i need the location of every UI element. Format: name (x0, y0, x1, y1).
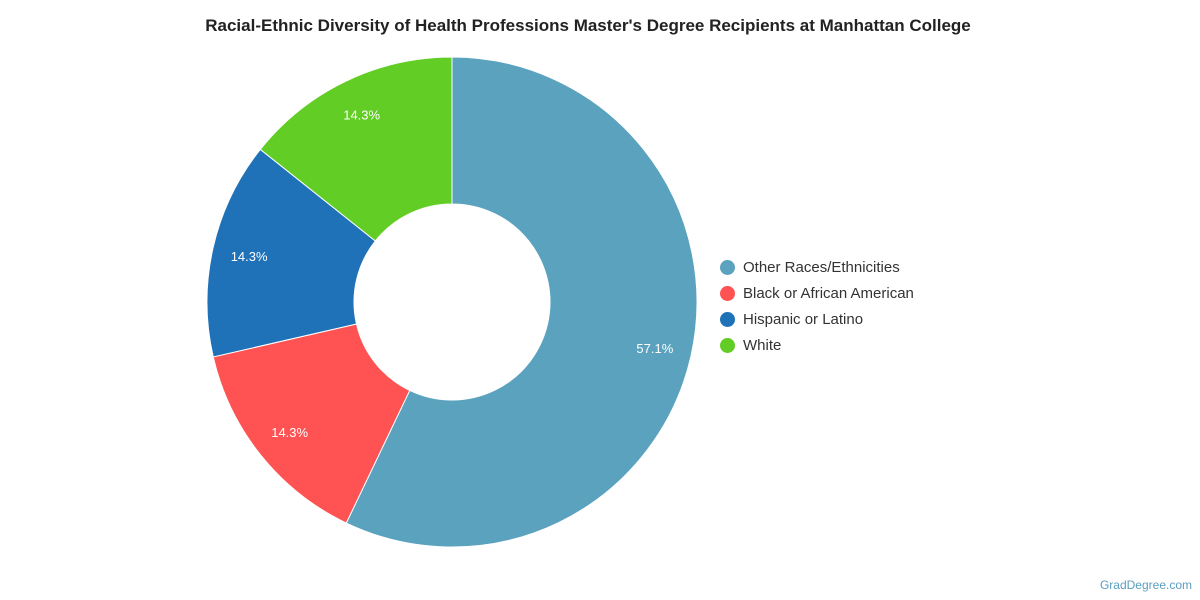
slice-other-races-ethnicities[interactable] (345, 56, 698, 548)
legend-swatch-icon (720, 337, 735, 353)
legend-item[interactable]: Other Races/Ethnicities (720, 254, 914, 280)
slice-label: 14.3% (343, 108, 380, 123)
legend-label: White (743, 336, 782, 354)
legend-swatch-icon (720, 259, 735, 275)
legend-item[interactable]: Hispanic or Latino (720, 306, 914, 332)
chart-legend: Other Races/Ethnicities Black or African … (720, 254, 914, 358)
slice-white[interactable] (259, 56, 453, 242)
slice-hispanic-or-latino[interactable] (206, 148, 377, 358)
legend-swatch-icon (720, 285, 735, 301)
slice-label: 14.3% (231, 249, 268, 264)
chart-title: Racial-Ethnic Diversity of Health Profes… (205, 16, 971, 35)
slice-label: 57.1% (636, 341, 673, 356)
legend-label: Black or African American (743, 284, 914, 302)
legend-item[interactable]: White (720, 332, 914, 358)
legend-label: Other Races/Ethnicities (743, 258, 900, 276)
legend-swatch-icon (720, 311, 735, 327)
source-credit-link[interactable]: GradDegree.com (1099, 578, 1192, 592)
legend-label: Hispanic or Latino (743, 310, 864, 328)
slice-label: 14.3% (271, 425, 308, 440)
legend-item[interactable]: Black or African American (720, 280, 914, 306)
slice-black-or-african-american[interactable] (212, 323, 411, 524)
